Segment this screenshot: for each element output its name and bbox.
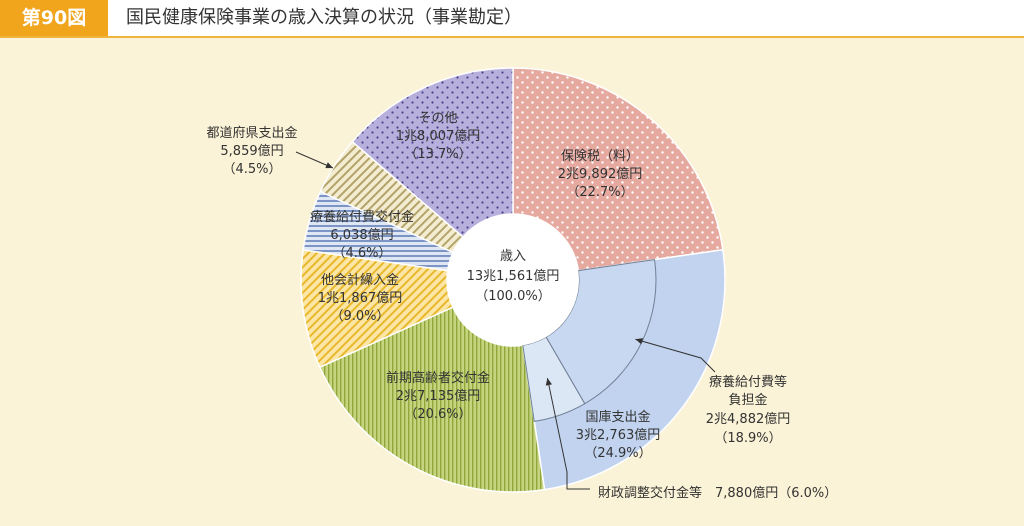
label-zenki-percent: （20.6%）	[404, 407, 471, 422]
leader-ryouyou-futan-arrowhead	[635, 338, 644, 345]
center-total-value: 13兆1,561億円	[467, 268, 560, 284]
label-ryouyou-futan-name-line2: 負担金	[728, 392, 767, 408]
label-kokko-value: 3兆2,763億円	[576, 427, 661, 443]
leader-todofuken-arrowhead	[325, 162, 333, 169]
leader-zaisei-chosei	[546, 378, 590, 490]
pie-chart: 歳入 13兆1,561億円 （100.0%） 保険税（料） 2兆9,892億円 …	[206, 67, 837, 501]
label-kokko-name: 国庫支出金	[585, 409, 650, 425]
leader-zaisei-chosei-arrowhead	[545, 378, 552, 386]
figure-number-badge: 第90図	[0, 0, 108, 36]
label-takaikei-name: 他会計繰入金	[321, 272, 399, 288]
label-takaikei-value: 1兆1,867億円	[318, 290, 403, 306]
label-todofuken-percent: （4.5%）	[222, 162, 281, 177]
label-kokko-percent: （24.9%）	[584, 446, 651, 461]
label-takaikei-percent: （9.0%）	[330, 309, 389, 324]
label-sonota-value: 1兆8,007億円	[396, 128, 481, 144]
label-sonota-percent: （13.7%）	[404, 147, 471, 162]
page-title: 国民健康保険事業の歳入決算の状況（事業勘定）	[126, 7, 522, 28]
center-label: 歳入	[500, 249, 526, 264]
center-total-percent: （100.0%）	[475, 289, 551, 304]
figure-header: 第90図 国民健康保険事業の歳入決算の状況（事業勘定）	[0, 0, 1024, 38]
label-ryouyou-kofu-percent: （4.6%）	[332, 246, 391, 261]
ring-ryouyou_futan	[545, 259, 657, 405]
label-ryouyou-futan-percent: （18.9%）	[714, 431, 781, 446]
label-hoken-value: 2兆9,892億円	[558, 166, 643, 182]
label-ryouyou-kofu-name: 療養給付費交付金	[310, 209, 414, 225]
label-todofuken-name: 都道府県支出金	[206, 125, 297, 141]
label-ryouyou-kofu-value: 6,038億円	[330, 227, 393, 243]
label-zenki-value: 2兆7,135億円	[396, 388, 481, 404]
label-zaisei-chosei: 財政調整交付金等 7,880億円（6.0%）	[598, 485, 837, 501]
label-ryouyou-futan-value: 2兆4,882億円	[706, 411, 791, 427]
center-total-disc	[447, 214, 579, 346]
label-hoken-percent: （22.7%）	[566, 185, 633, 200]
label-sonota-name: その他	[418, 111, 457, 126]
label-zenki-name: 前期高齢者交付金	[386, 370, 490, 386]
label-ryouyou-futan-name-line1: 療養給付費等	[709, 374, 787, 390]
label-hoken-name: 保険税（料）	[561, 149, 639, 164]
leader-ryouyou-futan	[635, 338, 716, 373]
label-todofuken-value: 5,859億円	[220, 143, 283, 159]
